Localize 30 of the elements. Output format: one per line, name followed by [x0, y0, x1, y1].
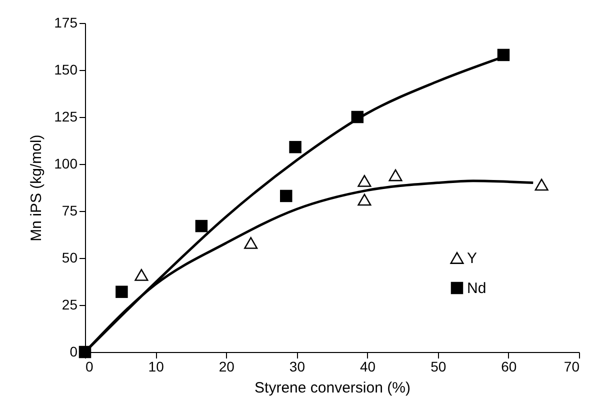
point	[358, 194, 372, 206]
y-axis-title: Mn iPS (kg/mol)	[28, 134, 46, 242]
x-tick-label: 60	[501, 358, 517, 374]
y-tick-label: 75	[62, 202, 78, 218]
x-tick-label: 30	[289, 358, 306, 374]
y-tick-label: 125	[54, 108, 78, 124]
y-tick-label: 100	[54, 156, 78, 172]
y-tick-label: 25	[62, 296, 78, 312]
point	[280, 190, 292, 202]
legend-label: Nd	[467, 280, 486, 297]
y-tick-label: 0	[70, 344, 78, 360]
x-tick-label: 50	[430, 358, 446, 374]
y-tick-label: 175	[54, 14, 78, 30]
y-tick-label: 50	[62, 250, 78, 266]
point	[244, 237, 258, 249]
point	[534, 178, 548, 191]
x-tick-label: 20	[218, 358, 235, 374]
point	[134, 268, 148, 281]
point	[116, 286, 128, 298]
point	[388, 169, 402, 182]
legend-label: Y	[467, 250, 478, 267]
point	[195, 220, 208, 232]
point	[289, 140, 302, 154]
x-tick-label: 10	[148, 358, 164, 374]
x-axis-title: Styrene conversion (%)	[254, 380, 410, 396]
y-tick-label: 150	[54, 62, 78, 78]
x-tick-label: 40	[360, 358, 376, 374]
x-tick-label: 0	[86, 358, 94, 374]
point	[358, 174, 372, 187]
x-tick-label: 70	[564, 358, 580, 374]
